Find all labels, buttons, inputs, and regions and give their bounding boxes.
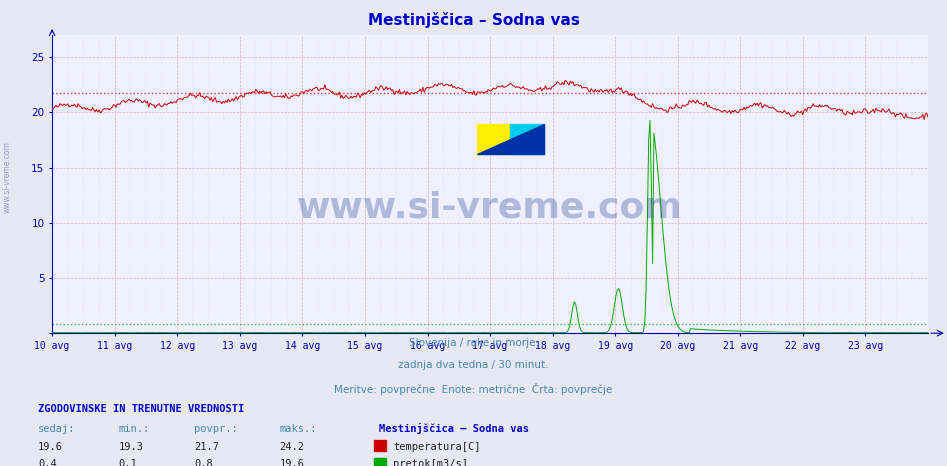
Text: pretok[m3/s]: pretok[m3/s] <box>393 459 468 466</box>
Text: Slovenija / reke in morje.: Slovenija / reke in morje. <box>408 338 539 348</box>
Text: zadnja dva tedna / 30 minut.: zadnja dva tedna / 30 minut. <box>399 360 548 370</box>
Text: 0.4: 0.4 <box>38 459 57 466</box>
Text: 21.7: 21.7 <box>194 442 219 452</box>
Text: 24.2: 24.2 <box>279 442 304 452</box>
Text: maks.:: maks.: <box>279 424 317 434</box>
Text: www.si-vreme.com: www.si-vreme.com <box>297 191 683 225</box>
Text: www.si-vreme.com: www.si-vreme.com <box>3 141 12 213</box>
Text: Mestinjščica – Sodna vas: Mestinjščica – Sodna vas <box>367 12 580 27</box>
Text: Mestinjščica – Sodna vas: Mestinjščica – Sodna vas <box>379 423 528 434</box>
Text: 0.1: 0.1 <box>118 459 137 466</box>
Text: 19.6: 19.6 <box>279 459 304 466</box>
Text: sedaj:: sedaj: <box>38 424 76 434</box>
Text: ZGODOVINSKE IN TRENUTNE VREDNOSTI: ZGODOVINSKE IN TRENUTNE VREDNOSTI <box>38 404 244 414</box>
Text: Meritve: povprečne  Enote: metrične  Črta: povprečje: Meritve: povprečne Enote: metrične Črta:… <box>334 383 613 395</box>
Bar <box>510 124 544 154</box>
Text: temperatura[C]: temperatura[C] <box>393 442 480 452</box>
Text: 19.3: 19.3 <box>118 442 143 452</box>
Text: min.:: min.: <box>118 424 150 434</box>
Polygon shape <box>477 124 544 154</box>
Text: 0.8: 0.8 <box>194 459 213 466</box>
Text: povpr.:: povpr.: <box>194 424 238 434</box>
Text: 19.6: 19.6 <box>38 442 63 452</box>
Bar <box>477 124 510 154</box>
